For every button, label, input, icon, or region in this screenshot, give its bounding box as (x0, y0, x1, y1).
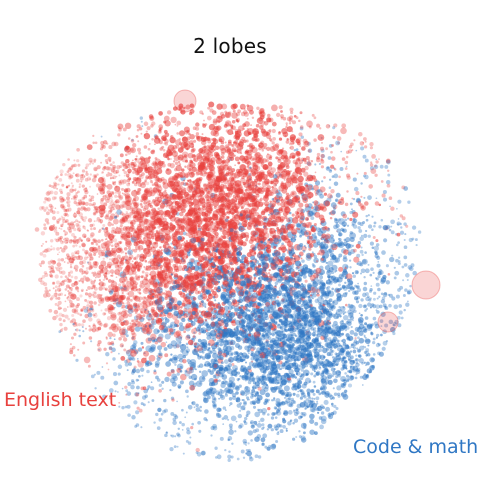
figure-title: 2 lobes (193, 34, 267, 58)
highlight-point (173, 89, 197, 113)
point-cloud (34, 101, 422, 463)
english-text-cluster-label: English text (4, 389, 117, 411)
highlight-point (377, 311, 399, 333)
highlight-point (411, 270, 441, 300)
code-math-cluster-label: Code & math (353, 436, 479, 458)
